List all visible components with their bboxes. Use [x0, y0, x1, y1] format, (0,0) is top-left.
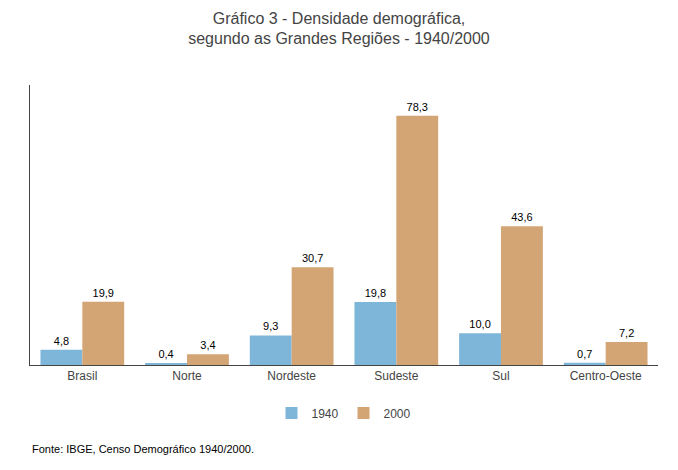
svg-text:7,2: 7,2 [619, 327, 634, 339]
svg-text:Sul: Sul [492, 369, 509, 383]
svg-text:Gráfico 3 - Densidade demográf: Gráfico 3 - Densidade demográfica,segund… [188, 10, 490, 48]
svg-text:78,3: 78,3 [407, 101, 428, 113]
svg-text:0,7: 0,7 [577, 348, 592, 360]
svg-text:Centro-Oeste: Centro-Oeste [570, 369, 642, 383]
svg-text:Norte: Norte [172, 369, 202, 383]
svg-text:19,9: 19,9 [93, 287, 114, 299]
svg-text:1940: 1940 [312, 407, 339, 421]
svg-text:2000: 2000 [384, 407, 411, 421]
svg-text:Nordeste: Nordeste [267, 369, 316, 383]
svg-text:Sudeste: Sudeste [374, 369, 418, 383]
svg-text:19,8: 19,8 [365, 287, 386, 299]
svg-text:0,4: 0,4 [158, 348, 173, 360]
svg-text:Brasil: Brasil [67, 369, 97, 383]
svg-text:3,4: 3,4 [200, 339, 215, 351]
svg-text:Fonte: IBGE, Censo Demográfico: Fonte: IBGE, Censo Demográfico 1940/2000… [32, 443, 254, 455]
svg-text:9,3: 9,3 [263, 320, 278, 332]
svg-text:43,6: 43,6 [511, 211, 532, 223]
svg-text:10,0: 10,0 [469, 318, 490, 330]
svg-text:30,7: 30,7 [302, 252, 323, 264]
svg-text:4,8: 4,8 [54, 335, 69, 347]
